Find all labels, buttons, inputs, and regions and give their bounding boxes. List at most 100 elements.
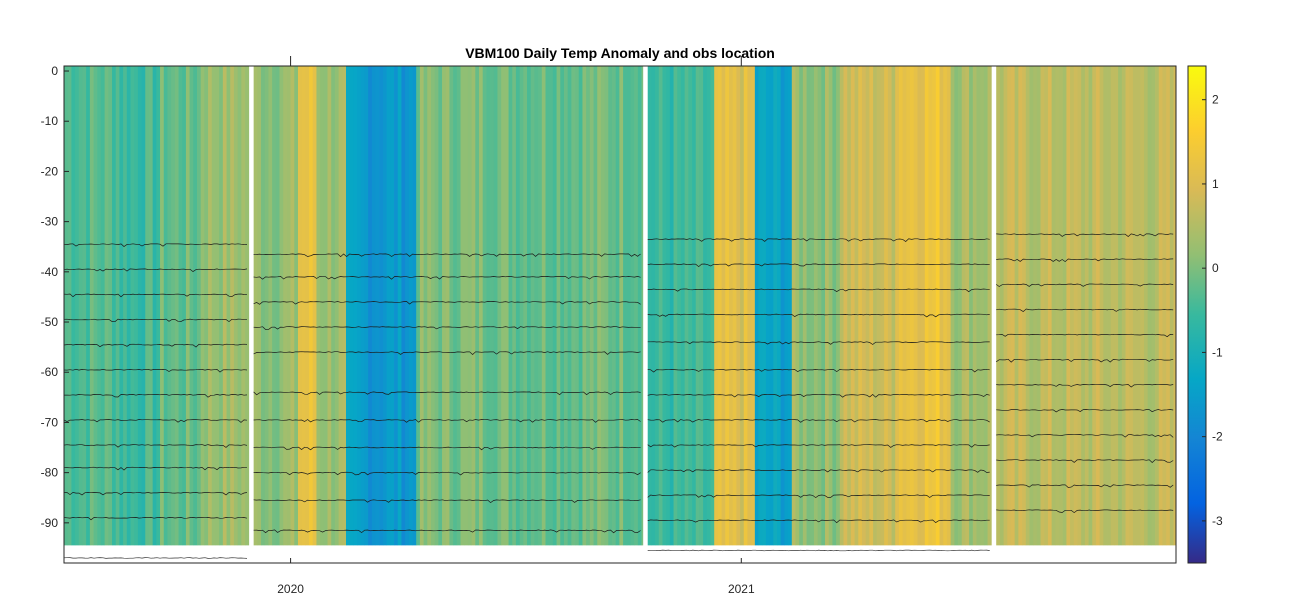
heatmap-column (368, 66, 373, 546)
plot-axes-box (63, 65, 1177, 564)
heatmap-column (545, 66, 550, 546)
heatmap-column (386, 66, 391, 546)
heatmap-column (108, 66, 113, 546)
heatmap-column (935, 66, 940, 546)
obs-location-line (253, 446, 641, 451)
heatmap-column (75, 66, 80, 546)
obs-location-line (647, 469, 990, 473)
heatmap-column (1147, 66, 1152, 546)
heatmap-column (115, 66, 120, 546)
heatmap-column (714, 66, 719, 546)
obs-location-line (996, 333, 1174, 338)
heatmap-column (788, 66, 793, 546)
heatmap-column (825, 66, 830, 546)
obs-location-line (996, 258, 1174, 263)
obs-location-line (253, 276, 641, 280)
heatmap-column (1140, 66, 1145, 546)
bottom-obs-trace (64, 557, 248, 559)
obs-location-line (996, 233, 1174, 237)
y-tick-label: -60 (41, 365, 59, 379)
heatmap-column (983, 66, 988, 546)
heatmap-column (575, 66, 580, 546)
heatmap-column (1088, 66, 1093, 546)
colorbar: 2 1 0 -1 -2 -3 (1187, 65, 1223, 564)
heatmap-column (1107, 66, 1112, 546)
obs-location-line (253, 351, 641, 355)
heatmap-column (208, 66, 213, 546)
heatmap-column (71, 66, 76, 546)
heatmap-column (316, 66, 321, 546)
heatmap-column (478, 66, 484, 546)
heatmap-column (906, 66, 911, 546)
heatmap-column (1173, 66, 1176, 546)
heatmap-column (1129, 66, 1134, 546)
heatmap-column (950, 66, 955, 546)
heatmap-column (156, 66, 161, 546)
colorbar-tick-label: -1 (1212, 345, 1223, 359)
heatmap-area (64, 66, 1176, 546)
heatmap-column (171, 66, 176, 546)
heatmap-column (673, 66, 678, 546)
heatmap-column (887, 66, 892, 546)
obs-location-line (253, 391, 641, 396)
heatmap-column (902, 66, 907, 546)
heatmap-column (460, 66, 465, 546)
heatmap-column (651, 66, 656, 546)
heatmap-column (312, 66, 317, 546)
heatmap-column (1155, 66, 1160, 546)
heatmap-column (593, 66, 598, 546)
heatmap-column (219, 66, 224, 546)
heatmap-column (297, 66, 303, 546)
heatmap-column (1158, 66, 1163, 546)
heatmap-column (97, 66, 102, 546)
heatmap-column (608, 66, 613, 546)
heatmap-column (382, 66, 388, 546)
heatmap-column (615, 66, 620, 546)
heatmap-column (515, 66, 521, 546)
obs-location-line (647, 394, 990, 398)
heatmap-column (634, 66, 639, 546)
heatmap-column (104, 66, 109, 546)
heatmap-column (1010, 66, 1016, 546)
heatmap-column (534, 66, 539, 546)
heatmap-column (791, 66, 796, 546)
heatmap-column (1059, 66, 1064, 546)
heatmap-column (467, 66, 473, 546)
heatmap-column (360, 66, 365, 546)
obs-location-line (647, 419, 990, 423)
y-tick-label: -50 (41, 315, 59, 329)
heatmap-column (917, 66, 922, 546)
heatmap-column (850, 66, 855, 546)
x-axis-ticks: 2020 2021 (277, 56, 755, 596)
obs-location-line (996, 509, 1174, 514)
heatmap-column (658, 66, 663, 546)
heatmap-column (412, 66, 417, 546)
heatmap-column (958, 66, 963, 546)
obs-location-line (64, 466, 247, 471)
heatmap-column (1081, 66, 1086, 546)
heatmap-column (552, 66, 557, 546)
obs-location-line (64, 517, 248, 521)
heatmap-column (802, 66, 807, 546)
heatmap-column (126, 66, 131, 546)
heatmap-column (847, 66, 852, 546)
obs-location-line (995, 283, 1174, 287)
heatmap-column (828, 66, 833, 546)
heatmap-column (174, 66, 179, 546)
heatmap-column (257, 66, 262, 546)
obs-location-line (253, 326, 641, 330)
heatmap-column (898, 66, 904, 546)
y-tick-label: -90 (41, 516, 59, 530)
gap-separator (992, 66, 996, 548)
heatmap-column (89, 66, 94, 546)
heatmap-column (1062, 66, 1067, 546)
y-tick-label: -40 (41, 265, 59, 279)
heatmap-column (342, 66, 347, 546)
heatmap-column (1099, 66, 1104, 546)
heatmap-column (865, 66, 870, 546)
heatmap-column (556, 66, 561, 546)
heatmap-column (810, 66, 815, 546)
heatmap-column (913, 66, 918, 546)
heatmap-column (1110, 66, 1115, 546)
heatmap-column (784, 66, 789, 546)
